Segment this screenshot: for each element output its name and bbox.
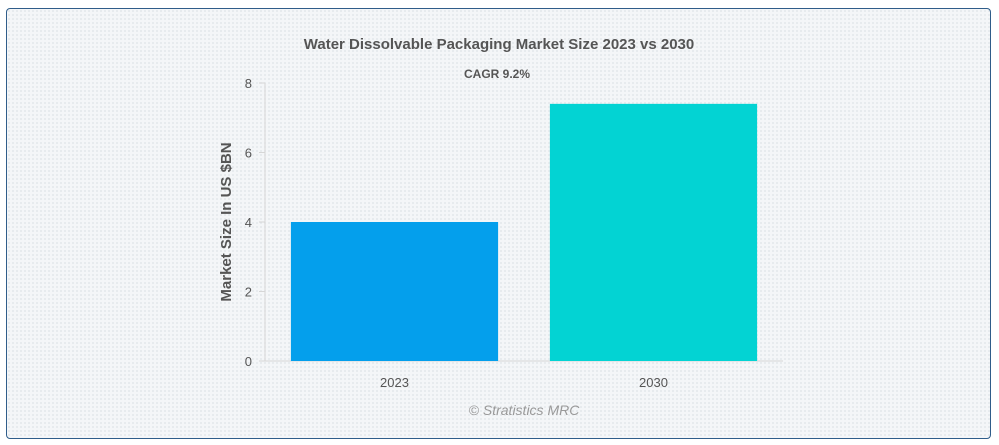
x-tick-label: 2023 (380, 375, 409, 390)
y-tick-label: 2 (245, 285, 252, 300)
chart-frame (6, 8, 991, 439)
y-tick-labels: 0 2 4 6 8 (245, 76, 265, 369)
bar-2023[interactable] (290, 222, 499, 361)
y-tick-label: 6 (245, 146, 252, 161)
chart-subtitle: CAGR 9.2% (464, 67, 530, 81)
credit-watermark: © Stratistics MRC (469, 402, 581, 418)
y-tick-label: 4 (245, 215, 252, 230)
y-tick-label: 0 (245, 354, 252, 369)
bar-2030[interactable] (549, 103, 758, 361)
y-axis-label: Market Size In US $BN (218, 142, 235, 301)
x-tick-label: 2030 (639, 375, 668, 390)
y-tick-label: 8 (245, 76, 252, 91)
x-tick-labels: 2023 2030 (380, 375, 668, 390)
bars-group (290, 103, 758, 361)
chart-title: Water Dissolvable Packaging Market Size … (304, 36, 694, 53)
